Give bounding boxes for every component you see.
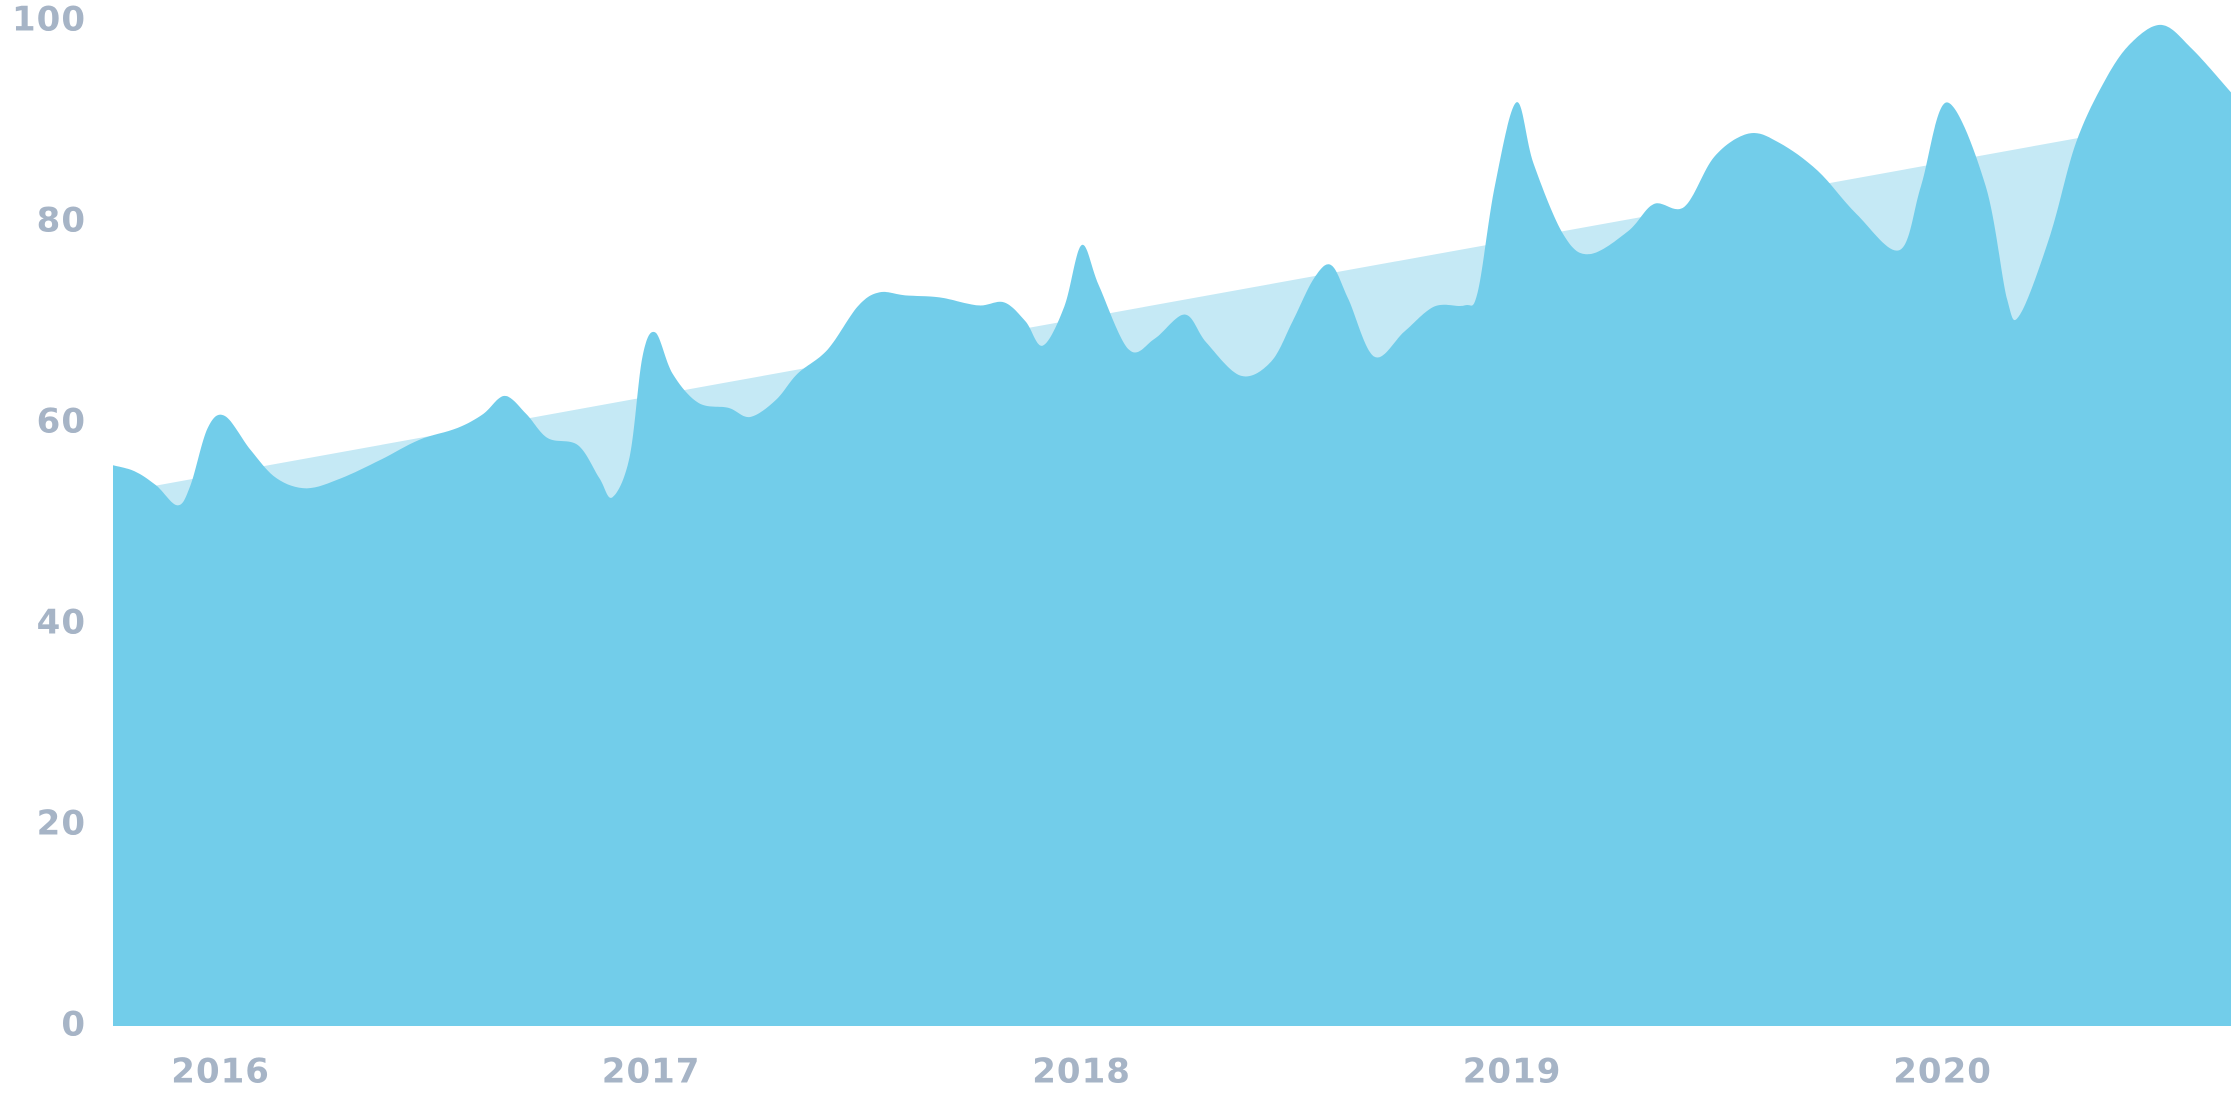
- y-tick-label: 20: [37, 804, 86, 844]
- area: [113, 24, 2231, 1027]
- x-tick-label: 2020: [1893, 1052, 1992, 1092]
- x-tick-label: 2019: [1463, 1052, 1562, 1092]
- y-tick-label: 60: [37, 402, 86, 442]
- y-tick-label: 40: [37, 603, 86, 643]
- x-tick-label: 2018: [1032, 1052, 1131, 1092]
- x-tick-label: 2016: [171, 1052, 270, 1092]
- y-tick-label: 0: [61, 1005, 86, 1045]
- x-tick-label: 2017: [602, 1052, 701, 1092]
- y-tick-label: 80: [37, 201, 86, 241]
- y-tick-label: 100: [12, 0, 86, 40]
